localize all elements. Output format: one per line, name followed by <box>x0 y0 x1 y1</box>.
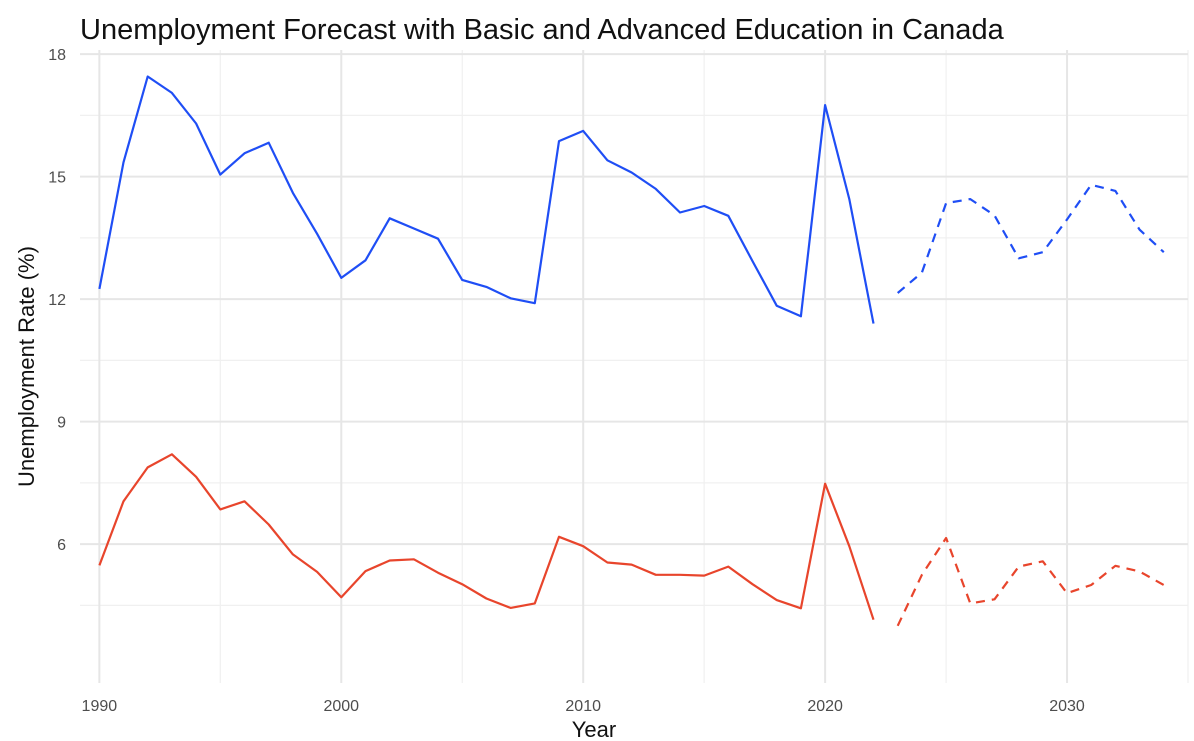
x-tick-label: 2010 <box>565 698 601 715</box>
grid-layer <box>80 50 1189 683</box>
x-tick-label: 2000 <box>323 698 359 715</box>
series-line-1 <box>98 75 875 324</box>
x-tick-label: 1990 <box>82 698 118 715</box>
y-tick-label: 6 <box>57 537 66 554</box>
chart-title: Unemployment Forecast with Basic and Adv… <box>80 14 1004 46</box>
series-line-4 <box>896 536 1165 627</box>
y-tick-label: 9 <box>57 415 66 432</box>
y-tick-label: 18 <box>48 47 66 64</box>
x-tick-label: 2020 <box>807 698 843 715</box>
series-line-3 <box>98 453 875 621</box>
x-axis-title: Year <box>572 717 616 741</box>
series-layer <box>98 75 1165 627</box>
y-tick-label: 12 <box>48 292 66 309</box>
series-line-2 <box>896 183 1165 294</box>
y-axis-title: Unemployment Rate (%) <box>14 246 39 487</box>
y-tick-label: 15 <box>48 170 66 187</box>
x-tick-label: 2030 <box>1049 698 1085 715</box>
tick-label-layer: 6 9 12 15 18 1990 2000 2010 2020 2030 <box>48 47 1085 715</box>
